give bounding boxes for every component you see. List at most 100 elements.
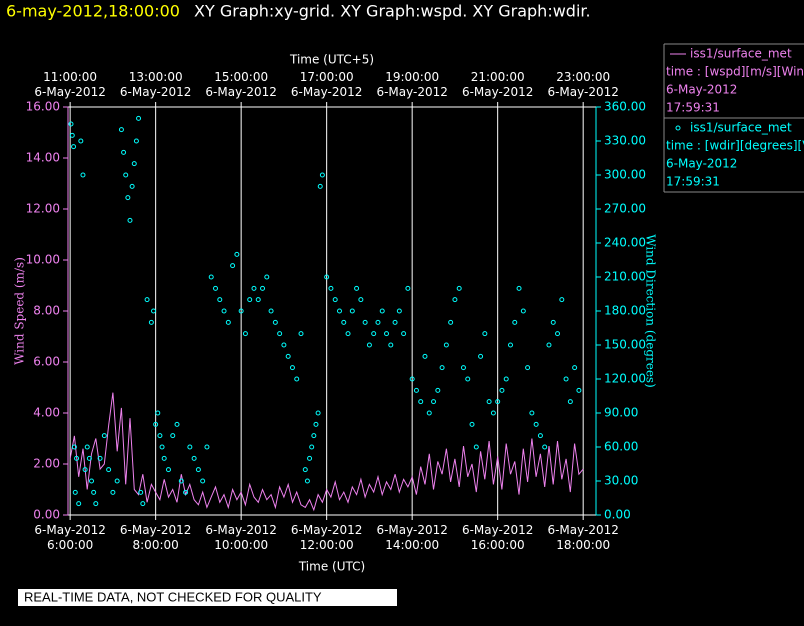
x2-tick-label: 17:00:00 6-May-2012	[291, 70, 362, 99]
data-point	[379, 308, 385, 314]
data-point	[499, 387, 505, 393]
data-point	[212, 285, 218, 291]
data-point	[101, 433, 107, 439]
data-point	[482, 331, 488, 337]
y2-tick-label: 360.00	[604, 100, 646, 114]
data-point	[546, 342, 552, 348]
data-point	[490, 410, 496, 416]
data-point	[567, 399, 573, 405]
data-point	[247, 297, 253, 303]
data-point	[405, 285, 411, 291]
x2-tick-label: 23:00:00 6-May-2012	[547, 70, 618, 99]
legend-name: iss1/surface_met	[690, 121, 792, 135]
data-point	[151, 308, 157, 314]
data-point	[563, 376, 569, 382]
data-point	[200, 478, 206, 484]
data-point	[362, 319, 368, 325]
y-tick-label: 6.00	[33, 355, 60, 369]
data-point	[78, 138, 84, 144]
data-point	[384, 331, 390, 337]
data-point	[97, 455, 103, 461]
data-point	[503, 376, 509, 382]
data-point	[157, 433, 163, 439]
data-point	[251, 285, 257, 291]
legend-field: time : [wdir][degrees][V	[666, 139, 804, 153]
legend-time: 17:59:31	[666, 175, 720, 189]
data-point	[469, 421, 475, 427]
data-point	[242, 331, 248, 337]
y-tick-label: 2.00	[33, 457, 60, 471]
data-point	[448, 319, 454, 325]
data-point	[319, 172, 325, 178]
data-point	[84, 444, 90, 450]
data-point	[309, 444, 315, 450]
y2-tick-label: 270.00	[604, 202, 646, 216]
legend-swatch	[675, 125, 681, 131]
data-point	[129, 183, 135, 189]
data-point	[221, 308, 227, 314]
x2-tick-label: 15:00:00 6-May-2012	[205, 70, 276, 99]
data-point	[138, 489, 144, 495]
y-tick-label: 0.00	[33, 508, 60, 522]
data-point	[315, 410, 321, 416]
data-point	[426, 410, 432, 416]
data-point	[418, 399, 424, 405]
data-point	[324, 274, 330, 280]
data-point	[204, 444, 210, 450]
data-point	[525, 365, 531, 371]
data-point	[89, 478, 95, 484]
note-box	[18, 589, 397, 606]
data-point	[555, 331, 561, 337]
data-point	[191, 455, 197, 461]
data-point	[422, 353, 428, 359]
data-point	[443, 342, 449, 348]
data-point	[174, 421, 180, 427]
data-point	[439, 365, 445, 371]
y2-tick-label: 120.00	[604, 372, 646, 386]
data-point	[529, 410, 535, 416]
data-point	[413, 387, 419, 393]
data-point	[572, 365, 578, 371]
y2-tick-label: 300.00	[604, 168, 646, 182]
data-point	[106, 467, 112, 473]
data-point	[165, 467, 171, 473]
data-point	[144, 297, 150, 303]
data-point	[155, 410, 161, 416]
data-point	[392, 319, 398, 325]
data-point	[311, 433, 317, 439]
data-point	[304, 478, 310, 484]
y-tick-label: 4.00	[33, 406, 60, 420]
y-tick-label: 12.00	[26, 202, 60, 216]
x2-tick-label: 19:00:00 6-May-2012	[376, 70, 447, 99]
data-point	[178, 478, 184, 484]
data-point	[336, 308, 342, 314]
data-point	[512, 319, 518, 325]
x-tick-label: 6-May-2012 14:00:00	[376, 523, 447, 552]
data-point	[230, 263, 236, 269]
y2-tick-label: 180.00	[604, 304, 646, 318]
note: REAL-TIME DATA, NOT CHECKED FOR QUALITY	[24, 589, 322, 604]
legend-field: time : [wspd][m/s][Wind	[666, 65, 804, 79]
data-point	[460, 365, 466, 371]
data-point	[159, 444, 165, 450]
data-point	[366, 342, 372, 348]
data-point	[260, 285, 266, 291]
data-point	[76, 501, 82, 507]
data-point	[435, 387, 441, 393]
data-point	[136, 115, 142, 121]
data-point	[345, 331, 351, 337]
data-point	[465, 376, 471, 382]
data-point	[285, 353, 291, 359]
legend-name: iss1/surface_met	[690, 47, 792, 61]
data-point	[225, 319, 231, 325]
data-point	[349, 308, 355, 314]
data-point	[93, 501, 99, 507]
x-tick-label: 6-May-2012 12:00:00	[291, 523, 362, 552]
x-tick-label: 6-May-2012 18:00:00	[547, 523, 618, 552]
x2-axis-title: Time (UTC+5)	[289, 53, 374, 67]
x2-tick-label: 13:00:00 6-May-2012	[120, 70, 191, 99]
data-point	[550, 319, 556, 325]
data-point	[110, 489, 116, 495]
data-point	[74, 455, 80, 461]
